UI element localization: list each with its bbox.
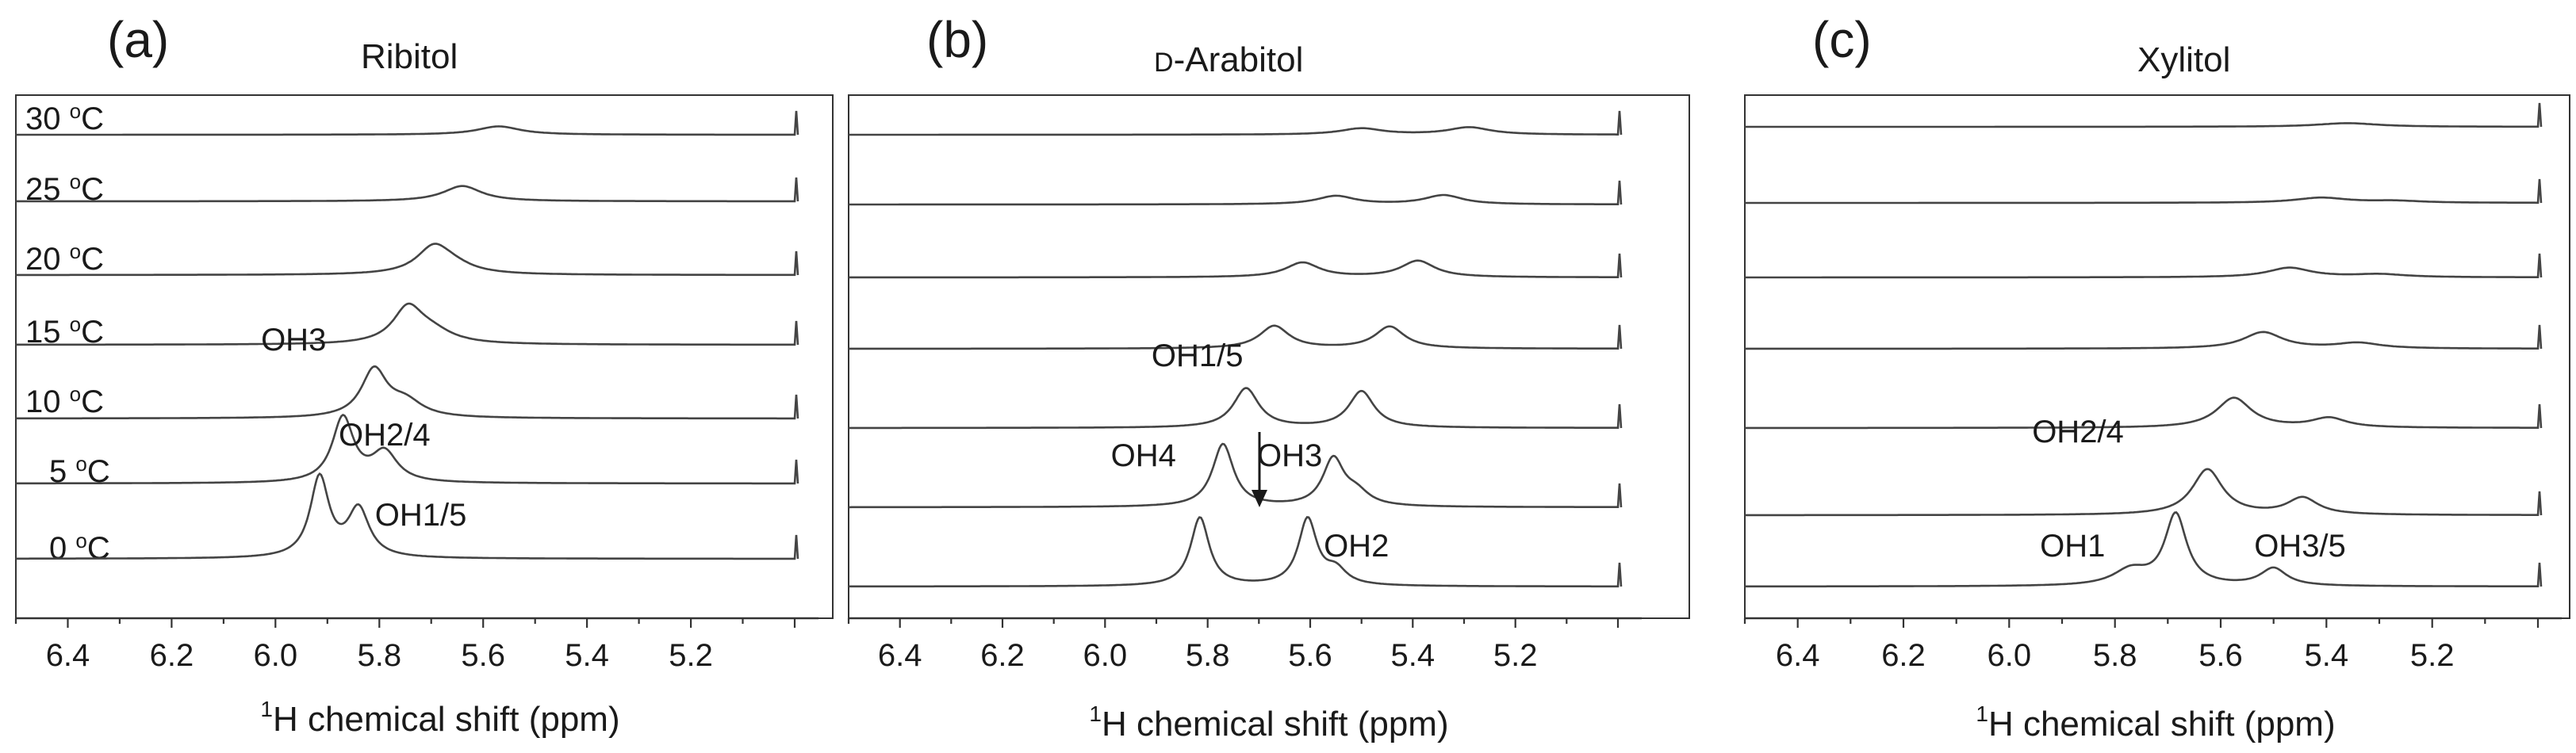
x-tick-label: 6.2 (980, 638, 1025, 673)
spectrum-line-30c (849, 110, 1623, 136)
x-tick-label: 5.8 (1186, 638, 1230, 673)
temp-label-10: 10 oC (25, 382, 104, 419)
spectrum-line-5c (849, 442, 1623, 509)
x-tick-label: 5.8 (357, 638, 401, 673)
x-tick-label: 6.4 (878, 638, 922, 673)
spectrum-line-5c (16, 414, 799, 485)
panel-c-title: Xylitol (2137, 40, 2230, 79)
spectrum-line-20c (16, 243, 799, 277)
peak-label-oh2-4: OH2/4 (339, 418, 431, 453)
panel-a-annotations: OH3 OH2/4 OH1/5 (261, 323, 466, 533)
x-tick-label: 5.6 (2198, 638, 2243, 673)
panel-c-annotations: OH2/4 OH1 OH3/5 (2032, 415, 2346, 564)
x-tick-label: 5.6 (1288, 638, 1332, 673)
peak-label-oh2: OH2 (1324, 529, 1389, 564)
spectrum-line-30c (16, 110, 799, 136)
panel-c-letter: (c) (1812, 11, 1872, 68)
temp-label-20: 20 oC (25, 239, 104, 277)
panel-a-spectra (16, 110, 799, 560)
x-tick-label: 5.4 (1390, 638, 1435, 673)
x-tick-label: 5.2 (669, 638, 713, 673)
panel-b-annotations: OH1/5 OH4 OH3 OH2 (1111, 338, 1390, 564)
spectrum-line-25c (849, 180, 1623, 206)
panel-b-title: D-Arabitol (1154, 40, 1303, 79)
x-tick-label: 5.6 (461, 638, 505, 673)
spectrum-line-5c (1745, 468, 2543, 517)
x-tick-label: 5.2 (2410, 638, 2455, 673)
panel-a-title: Ribitol (361, 37, 458, 76)
panel-a-x-axis: 6.4 6.2 6.0 5.8 5.6 5.4 5.2 (14, 617, 818, 673)
peak-label-oh3-5: OH3/5 (2254, 529, 2346, 564)
x-tick-label: 6.4 (46, 638, 90, 673)
x-tick-label: 5.2 (1493, 638, 1538, 673)
x-tick-label: 6.2 (1881, 638, 1926, 673)
panel-b-x-axis: 6.4 6.2 6.0 5.8 5.6 5.4 5.2 (847, 617, 1642, 673)
spectrum-line-25c (1745, 178, 2543, 204)
panel-c-spectra (1745, 102, 2543, 588)
x-tick-label: 6.0 (253, 638, 297, 673)
spectrum-line-0c (16, 472, 799, 560)
spectrum-line-15c (1745, 324, 2543, 350)
spectrum-line-25c (16, 177, 799, 203)
spectrum-line-10c (849, 387, 1623, 430)
peak-label-oh4: OH4 (1111, 438, 1176, 473)
peak-label-oh2-4: OH2/4 (2032, 415, 2124, 449)
panel-c-x-axis: 6.4 6.2 6.0 5.8 5.6 5.4 5.2 (1743, 617, 2562, 673)
spectrum-line-30c (1745, 102, 2543, 128)
panel-a-x-axis-label: 1H chemical shift (ppm) (260, 697, 619, 739)
temp-label-0: 0 oC (49, 529, 110, 566)
panel-c-x-axis-label: 1H chemical shift (ppm) (1976, 701, 2335, 743)
peak-label-oh1-5: OH1/5 (1152, 338, 1244, 373)
spectrum-line-20c (849, 253, 1623, 279)
temp-label-30: 30 oC (25, 99, 104, 136)
panel-a: (a) Ribitol 30 oC 25 oC 20 oC 15 oC 10 o… (14, 11, 834, 739)
x-tick-label: 5.4 (565, 638, 609, 673)
panel-b-x-axis-label: 1H chemical shift (ppm) (1089, 701, 1448, 743)
oh15-arrow-head (1252, 490, 1267, 507)
panel-b-spectra (849, 110, 1623, 588)
spectrum-line-0c (1745, 511, 2543, 588)
spectrum-line-0c (849, 515, 1623, 588)
panel-b: (b) D-Arabitol OH1/5 OH4 OH3 OH2 6.4 6.2 6.0 5… (847, 11, 1690, 743)
spectrum-line-10c (1745, 396, 2543, 430)
x-tick-label: 6.0 (1987, 638, 2031, 673)
peak-label-oh3: OH3 (261, 323, 326, 357)
x-tick-label: 6.4 (1776, 638, 1820, 673)
spectrum-line-15c (16, 302, 799, 346)
x-tick-label: 5.4 (2304, 638, 2348, 673)
spectrum-line-20c (1745, 253, 2543, 279)
peak-label-oh1: OH1 (2040, 529, 2105, 564)
panel-a-letter: (a) (107, 11, 169, 68)
peak-label-oh3: OH3 (1257, 438, 1322, 473)
panel-b-letter: (b) (926, 11, 988, 68)
x-tick-label: 5.8 (2093, 638, 2137, 673)
spectrum-line-15c (849, 324, 1623, 350)
spectrum-line-10c (16, 365, 799, 420)
peak-label-oh1-5: OH1/5 (375, 498, 467, 533)
panel-c: (c) Xylitol OH2/4 OH1 OH3/5 6.4 6.2 6.0 5.8 5.… (1743, 11, 2570, 743)
x-tick-label: 6.2 (150, 638, 194, 673)
x-tick-label: 6.0 (1083, 638, 1127, 673)
